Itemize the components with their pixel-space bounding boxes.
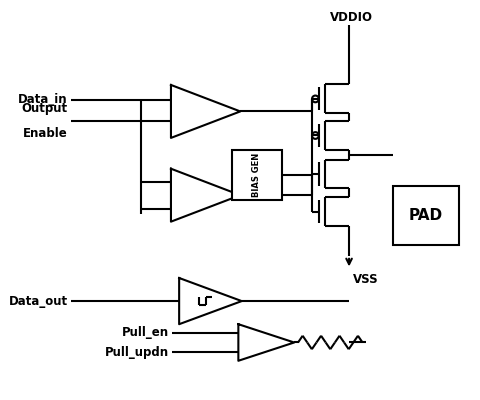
Text: Data_in: Data_in	[18, 93, 68, 106]
Bar	[232, 150, 282, 200]
Bar	[393, 186, 459, 245]
Text: PAD: PAD	[409, 208, 443, 223]
Text: VDDIO: VDDIO	[329, 10, 372, 24]
Text: VSS: VSS	[353, 273, 379, 286]
Text: BIAS GEN: BIAS GEN	[252, 153, 261, 197]
Text: Output: Output	[22, 102, 68, 115]
Text: Data_out: Data_out	[9, 294, 68, 308]
Text: Enable: Enable	[23, 127, 68, 140]
Text: Pull_en: Pull_en	[122, 326, 169, 339]
Text: Pull_updn: Pull_updn	[105, 346, 169, 359]
